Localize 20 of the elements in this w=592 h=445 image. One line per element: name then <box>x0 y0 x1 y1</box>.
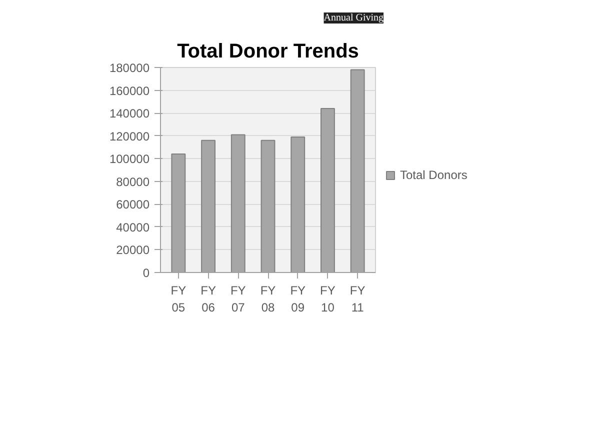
y-tick-label: 140000 <box>109 106 150 121</box>
y-tick-label: 100000 <box>109 152 150 166</box>
y-tick-label: 80000 <box>116 174 150 189</box>
x-tick-label: FY 07 <box>230 284 246 314</box>
x-tick-label: FY 05 <box>170 284 186 314</box>
x-tick-label: FY 08 <box>260 284 276 314</box>
y-tick-label: 40000 <box>116 220 150 234</box>
y-tick-label: 20000 <box>116 243 150 258</box>
y-tick-label: 160000 <box>109 84 150 98</box>
x-tick-label: FY 10 <box>320 284 336 314</box>
legend-label: Total Donors <box>400 168 468 182</box>
y-tick-label: 60000 <box>116 198 150 212</box>
y-tick-label: 0 <box>142 266 150 280</box>
x-tick-label: FY 11 <box>350 284 366 314</box>
text: Annual Giving <box>324 12 384 24</box>
chart-title: Total Donor Trends <box>177 40 359 62</box>
y-tick-label: 120000 <box>109 129 150 144</box>
y-tick-label: 180000 <box>109 61 150 75</box>
x-tick-label: FY 09 <box>290 284 306 314</box>
x-tick-label: FY 06 <box>200 284 216 314</box>
